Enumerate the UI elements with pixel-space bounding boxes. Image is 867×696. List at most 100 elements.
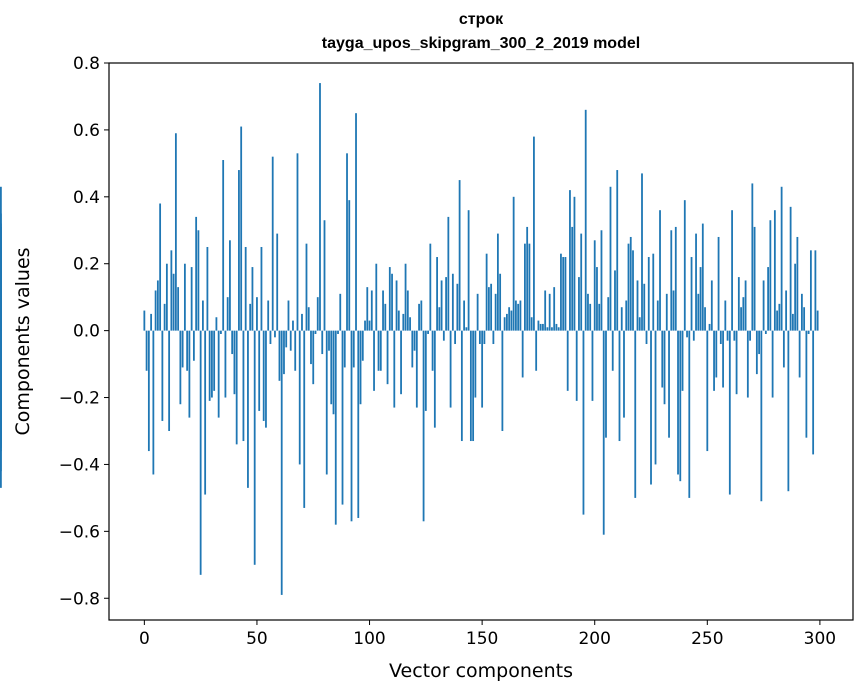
bar xyxy=(368,320,371,331)
bar xyxy=(220,330,222,334)
bar xyxy=(321,330,324,355)
bar xyxy=(553,287,556,331)
bar xyxy=(427,330,429,334)
bar xyxy=(352,330,355,368)
bar xyxy=(152,330,155,475)
bar xyxy=(773,210,776,331)
bar xyxy=(278,330,281,381)
bar xyxy=(190,267,193,331)
bar xyxy=(706,330,709,452)
bar xyxy=(564,257,567,331)
bar xyxy=(247,330,249,488)
bar xyxy=(409,317,411,331)
bar xyxy=(496,233,499,331)
bar xyxy=(530,317,533,331)
bar xyxy=(393,330,396,408)
bar xyxy=(274,330,276,338)
bar xyxy=(242,330,245,442)
bar xyxy=(240,126,243,331)
bar xyxy=(625,300,628,331)
bar xyxy=(312,330,315,385)
bar xyxy=(467,210,470,331)
x-tick-label: 200 xyxy=(578,629,610,649)
bar xyxy=(661,330,664,388)
bar xyxy=(668,330,670,438)
bar xyxy=(665,293,668,331)
bar xyxy=(611,330,614,371)
bar xyxy=(490,283,493,331)
bar xyxy=(803,307,806,331)
bar xyxy=(589,303,592,331)
bar xyxy=(265,330,267,428)
bar xyxy=(551,327,553,331)
y-tick-label: 0.0 xyxy=(73,322,100,342)
bar xyxy=(382,290,384,331)
bar xyxy=(533,136,535,331)
bar xyxy=(764,330,767,334)
bar xyxy=(740,307,742,331)
bar xyxy=(616,170,619,331)
bar xyxy=(174,133,177,331)
bar xyxy=(253,330,256,565)
bar xyxy=(301,313,303,331)
bar xyxy=(244,246,247,331)
bar xyxy=(350,330,353,522)
bar xyxy=(431,330,434,371)
bar xyxy=(776,310,779,331)
y-axis-ticks: −0.8 −0.6 −0.4 −0.2 0.0 0.2 0.4 0.6 0.8 xyxy=(59,54,109,609)
bar xyxy=(672,290,675,331)
bar xyxy=(402,313,405,331)
bar xyxy=(292,320,294,331)
bar xyxy=(800,293,803,331)
bar xyxy=(170,250,173,331)
bar xyxy=(449,330,452,408)
bar xyxy=(758,330,760,355)
y-tick-label: 0.4 xyxy=(73,188,100,208)
bar xyxy=(307,307,310,331)
bar xyxy=(508,307,511,331)
bar xyxy=(397,310,400,331)
bar xyxy=(562,257,565,331)
bar xyxy=(749,330,751,341)
bar xyxy=(296,153,299,331)
bar xyxy=(717,236,720,331)
bar xyxy=(256,297,258,331)
bar xyxy=(177,287,180,331)
bar xyxy=(411,330,414,368)
bar xyxy=(222,160,225,331)
bar xyxy=(767,267,770,331)
bar xyxy=(690,257,693,331)
bar xyxy=(650,330,652,485)
bar xyxy=(719,330,722,345)
y-tick-label: 0.2 xyxy=(73,255,100,275)
bar xyxy=(701,223,704,331)
bar xyxy=(463,300,466,331)
bar xyxy=(366,287,369,331)
bar xyxy=(391,273,393,331)
bar xyxy=(420,300,423,331)
bar xyxy=(598,303,601,331)
bar xyxy=(771,330,774,398)
bar xyxy=(217,330,220,418)
bar xyxy=(780,186,783,331)
bar xyxy=(469,330,472,442)
bar xyxy=(674,226,677,331)
x-tick-label: 150 xyxy=(466,629,498,649)
bar xyxy=(346,153,348,331)
bar xyxy=(271,156,274,331)
bar xyxy=(677,330,679,475)
bar xyxy=(418,303,420,331)
bar xyxy=(555,323,558,331)
bar xyxy=(208,330,211,401)
bar xyxy=(332,330,335,415)
bar xyxy=(454,330,456,345)
bar xyxy=(0,223,2,331)
bar xyxy=(647,257,650,331)
x-tick-label: 250 xyxy=(691,629,723,649)
bar xyxy=(433,330,436,428)
bar xyxy=(181,330,184,368)
bar xyxy=(542,323,544,331)
bar xyxy=(769,220,772,331)
bar xyxy=(377,330,380,371)
